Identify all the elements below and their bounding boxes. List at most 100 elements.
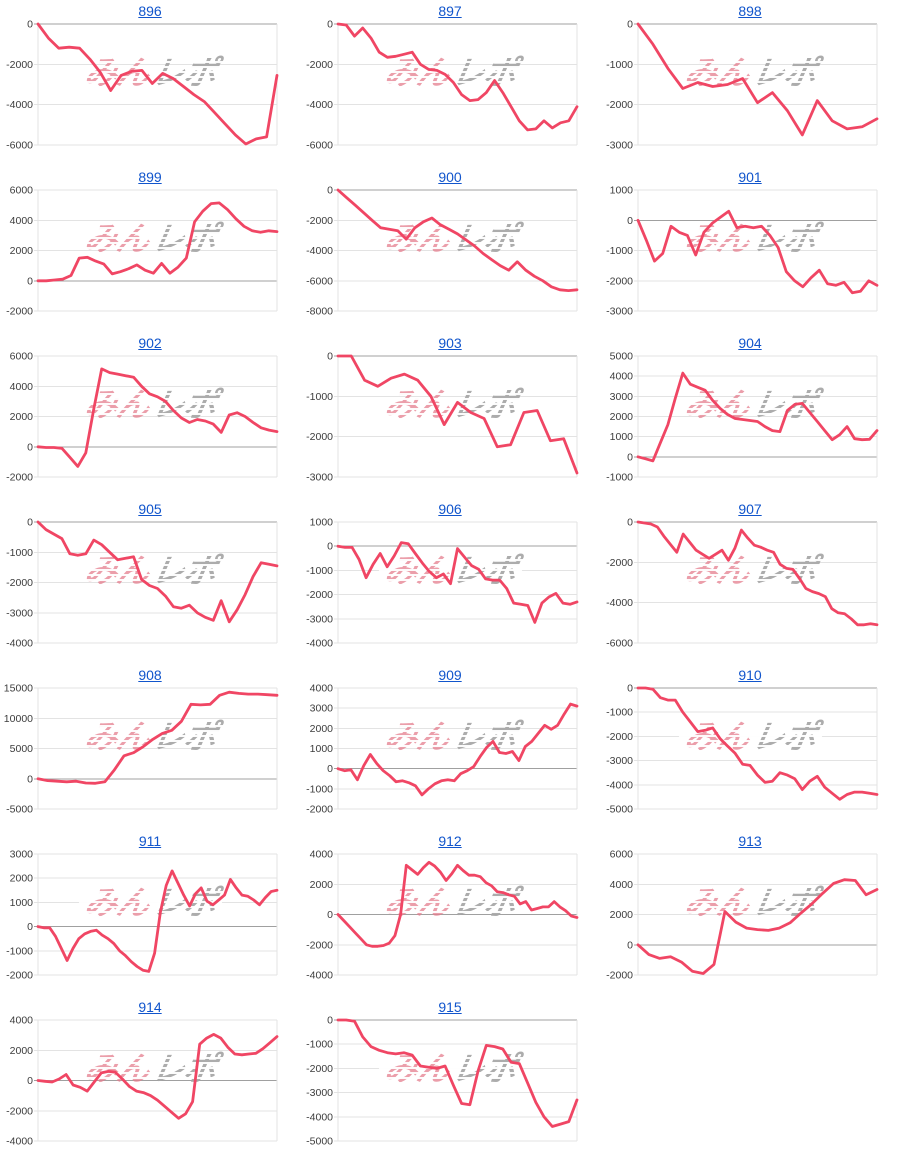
y-axis-tick-label: 3000	[10, 849, 34, 861]
y-axis-tick-label: 2000	[310, 879, 334, 891]
chart-title-link[interactable]: 908	[138, 667, 162, 683]
y-axis-tick-label: 0	[327, 763, 333, 775]
chart-title-link[interactable]: 897	[438, 3, 462, 19]
chart-axes: 15000 10000 5000 0 -5000	[4, 683, 278, 816]
y-axis-tick-label: -2000	[306, 431, 333, 443]
y-axis-tick-label: 0	[327, 185, 333, 197]
y-axis-tick-label: 0	[27, 921, 33, 933]
y-axis-tick-label: 0	[327, 1015, 333, 1027]
chart-title-link[interactable]: 911	[138, 833, 162, 849]
y-axis-tick-label: -1000	[606, 707, 633, 719]
y-axis-tick-label: -4000	[6, 99, 33, 111]
y-axis-tick-label: 5000	[10, 743, 34, 755]
chart-title: 914	[0, 998, 300, 1016]
chart-cell-899: 899 6000 4000 2000 0 -2000 みんレポ	[0, 166, 300, 332]
y-axis-tick-label: 1000	[310, 517, 334, 529]
y-axis-tick-label: 0	[627, 451, 633, 463]
y-axis-tick-label: -5000	[306, 1136, 333, 1148]
y-axis-tick-label: 6000	[10, 351, 34, 363]
y-axis-tick-label: -2000	[6, 577, 33, 589]
y-axis-tick-label: 2000	[10, 245, 34, 257]
y-axis-tick-label: 0	[627, 215, 633, 227]
chart-title-link[interactable]: 902	[138, 335, 162, 351]
y-axis-tick-label: -1000	[306, 783, 333, 795]
chart-cell-908: 908 15000 10000 5000 0 -5000 みんレポ	[0, 664, 300, 830]
y-axis-tick-label: -6000	[606, 638, 633, 650]
y-axis-tick-label: -2000	[6, 970, 33, 982]
chart-title-link[interactable]: 904	[738, 335, 762, 351]
chart-title: 899	[0, 168, 300, 186]
chart-cell-911: 911 3000 2000 1000 0 -1000 -2000 みんレポ	[0, 830, 300, 996]
y-axis-tick-label: -2000	[6, 472, 33, 484]
y-axis-tick-label: -8000	[306, 306, 333, 318]
chart-title-link[interactable]: 914	[138, 999, 162, 1015]
chart-title: 898	[600, 2, 900, 20]
chart-cell-903: 903 0 -1000 -2000 -3000 みんレポ	[300, 332, 600, 498]
chart-title: 912	[300, 832, 600, 850]
chart-title-link[interactable]: 896	[138, 3, 162, 19]
y-axis-tick-label: -6000	[306, 275, 333, 287]
chart-title-link[interactable]: 901	[738, 169, 762, 185]
chart-title-link[interactable]: 913	[738, 833, 762, 849]
y-axis-tick-label: -1000	[6, 945, 33, 957]
y-axis-tick-label: -5000	[606, 804, 633, 816]
chart-title-link[interactable]: 907	[738, 501, 762, 517]
chart-cell-900: 900 0 -2000 -4000 -6000 -8000 みんレポ	[300, 166, 600, 332]
chart-title-link[interactable]: 915	[438, 999, 462, 1015]
chart-axes: 0 -2000 -4000 -6000	[306, 19, 578, 152]
chart-axes: 5000 4000 3000 2000 1000 0 -1000	[606, 351, 878, 484]
chart-title: 905	[0, 500, 300, 518]
y-axis-tick-label: -3000	[6, 607, 33, 619]
chart-title-link[interactable]: 909	[438, 667, 462, 683]
chart-title-link[interactable]: 900	[438, 169, 462, 185]
y-axis-tick-label: -2000	[606, 970, 633, 982]
y-axis-tick-label: -1000	[606, 245, 633, 257]
y-axis-tick-label: -6000	[6, 140, 33, 152]
chart-title: 903	[300, 334, 600, 352]
chart-title: 897	[300, 2, 600, 20]
y-axis-tick-label: 0	[27, 441, 33, 453]
chart-axes: 6000 4000 2000 0 -2000	[6, 185, 278, 318]
y-axis-tick-label: 0	[327, 351, 333, 363]
y-axis-tick-label: -1000	[6, 547, 33, 559]
chart-title: 900	[300, 168, 600, 186]
chart-title-link[interactable]: 906	[438, 501, 462, 517]
y-axis-tick-label: 0	[627, 517, 633, 529]
chart-title: 907	[600, 500, 900, 518]
y-axis-tick-label: 2000	[10, 873, 34, 885]
y-axis-tick-label: 0	[327, 19, 333, 31]
chart-title-link[interactable]: 910	[738, 667, 762, 683]
y-axis-tick-label: -2000	[6, 306, 33, 318]
chart-title: 910	[600, 666, 900, 684]
chart-title-link[interactable]: 912	[438, 833, 462, 849]
y-axis-tick-label: -1000	[606, 472, 633, 484]
chart-title-link[interactable]: 903	[438, 335, 462, 351]
chart-title: 902	[0, 334, 300, 352]
chart-title: 906	[300, 500, 600, 518]
y-axis-tick-label: -4000	[306, 1111, 333, 1123]
y-axis-tick-label: -2000	[306, 59, 333, 71]
y-axis-tick-label: -3000	[306, 1087, 333, 1099]
chart-title-link[interactable]: 898	[738, 3, 762, 19]
y-axis-tick-label: 3000	[310, 703, 334, 715]
y-axis-tick-label: 0	[27, 275, 33, 287]
y-axis-tick-label: 2000	[10, 1045, 34, 1057]
y-axis-tick-label: 6000	[610, 849, 634, 861]
y-axis-tick-label: 4000	[610, 879, 634, 891]
y-axis-tick-label: -4000	[606, 597, 633, 609]
chart-title: 911	[0, 832, 300, 850]
y-axis-tick-label: -4000	[306, 245, 333, 257]
y-axis-tick-label: 4000	[310, 849, 334, 861]
chart-axes: 0 -1000 -2000 -3000	[606, 19, 878, 152]
y-axis-tick-label: -1000	[306, 391, 333, 403]
chart-axes: 4000 3000 2000 1000 0 -1000 -2000	[306, 683, 578, 816]
chart-title-link[interactable]: 905	[138, 501, 162, 517]
y-axis-tick-label: 15000	[4, 683, 33, 695]
y-axis-tick-label: -3000	[606, 140, 633, 152]
y-axis-tick-label: 2000	[610, 909, 634, 921]
chart-title-link[interactable]: 899	[138, 169, 162, 185]
y-axis-tick-label: 6000	[10, 185, 34, 197]
y-axis-tick-label: -4000	[6, 1136, 33, 1148]
chart-cell-904: 904 5000 4000 3000 2000 1000 0 -1000 みんレポ	[600, 332, 900, 498]
chart-axes: 0 -1000 -2000 -3000 -4000	[6, 517, 278, 650]
